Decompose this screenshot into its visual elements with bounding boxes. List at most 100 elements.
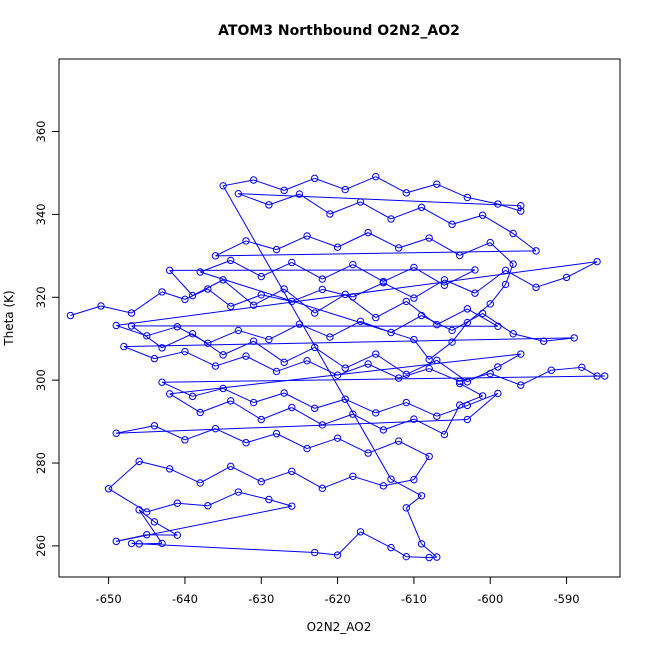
series-segment — [207, 288, 232, 307]
data-point — [433, 553, 441, 561]
series-segment — [314, 398, 346, 409]
data-point — [234, 326, 243, 335]
data-point — [310, 548, 319, 557]
data-point — [402, 552, 410, 561]
series-segment — [131, 542, 315, 554]
data-point — [509, 229, 517, 238]
data-point — [135, 457, 143, 466]
series-points — [66, 172, 609, 562]
data-point — [127, 322, 136, 330]
series-segment — [116, 324, 147, 337]
series-segment — [184, 351, 216, 367]
data-point — [143, 531, 151, 539]
series-segment — [367, 363, 399, 379]
series-segment — [238, 329, 270, 341]
data-point — [219, 276, 227, 284]
data-point — [478, 392, 487, 400]
data-point — [517, 207, 525, 215]
y-tick-label: 260 — [34, 535, 48, 557]
series-segment — [215, 355, 247, 367]
series-segment — [375, 353, 407, 375]
data-point — [288, 502, 296, 510]
data-point — [211, 252, 220, 260]
series-segment — [306, 360, 338, 376]
data-point — [341, 290, 349, 299]
series-segment — [299, 193, 331, 215]
data-point — [272, 245, 281, 254]
chart-title: ATOM3 Northbound O2N2_AO2 — [218, 23, 460, 39]
data-point — [310, 343, 319, 352]
series-segment — [497, 353, 522, 368]
data-point — [425, 355, 433, 364]
series-segment — [406, 183, 437, 194]
data-point — [456, 377, 464, 386]
series-segment — [222, 387, 254, 403]
data-point — [448, 326, 456, 335]
y-tick-label: 360 — [34, 121, 48, 143]
series-segment — [345, 176, 376, 190]
series-segment — [337, 232, 369, 248]
data-point — [288, 467, 296, 476]
series-segment — [161, 333, 193, 349]
data-point — [425, 553, 433, 562]
data-point — [394, 374, 403, 382]
series-segment — [360, 531, 392, 549]
data-point — [379, 426, 388, 434]
series-segment — [345, 398, 376, 414]
series-segment — [352, 475, 384, 487]
data-point — [387, 215, 395, 223]
data-point — [570, 334, 578, 342]
data-point — [249, 301, 258, 309]
series-segment — [314, 347, 346, 369]
series-segment — [345, 353, 376, 369]
series-segment — [291, 470, 323, 489]
series-segment — [306, 235, 338, 248]
data-point — [249, 398, 258, 407]
series-segment — [123, 346, 155, 360]
series-segment — [261, 262, 293, 278]
series-segment — [207, 329, 239, 344]
series-segment — [245, 433, 277, 444]
data-point — [402, 370, 410, 379]
series-segment — [215, 428, 247, 444]
series-segment — [512, 233, 537, 252]
data-point — [219, 182, 227, 190]
x-tick-label: -620 — [325, 592, 351, 606]
series-segment — [169, 353, 521, 395]
series-segment — [490, 373, 521, 386]
data-point — [288, 297, 296, 306]
data-point — [417, 311, 426, 320]
series-segment — [276, 235, 308, 251]
series-segment — [444, 404, 461, 435]
data-point — [387, 328, 395, 337]
series-segment — [390, 206, 422, 220]
data-point — [196, 268, 204, 276]
series-segment — [551, 366, 582, 371]
series-segment — [268, 193, 300, 206]
plot-frame — [58, 58, 621, 578]
data-point — [417, 492, 426, 500]
data-point — [333, 371, 342, 379]
series-segment — [238, 193, 521, 207]
data-point — [501, 266, 510, 275]
series-segment — [413, 339, 430, 360]
x-tick-label: -630 — [248, 592, 274, 606]
series-segment — [116, 425, 155, 434]
series-segment — [436, 359, 468, 383]
data-point — [333, 434, 342, 442]
data-point — [303, 232, 311, 240]
data-point — [456, 379, 464, 388]
data-point — [402, 189, 410, 197]
series-segment — [261, 407, 292, 420]
series-segment — [322, 264, 354, 280]
data-point — [173, 323, 182, 331]
x-tick-label: -650 — [96, 592, 122, 606]
series-segment — [314, 177, 346, 191]
data-point — [402, 504, 410, 512]
data-point — [204, 339, 212, 347]
data-point — [150, 422, 159, 430]
data-point — [547, 366, 556, 374]
data-point — [478, 309, 487, 318]
series-segment — [520, 369, 552, 386]
